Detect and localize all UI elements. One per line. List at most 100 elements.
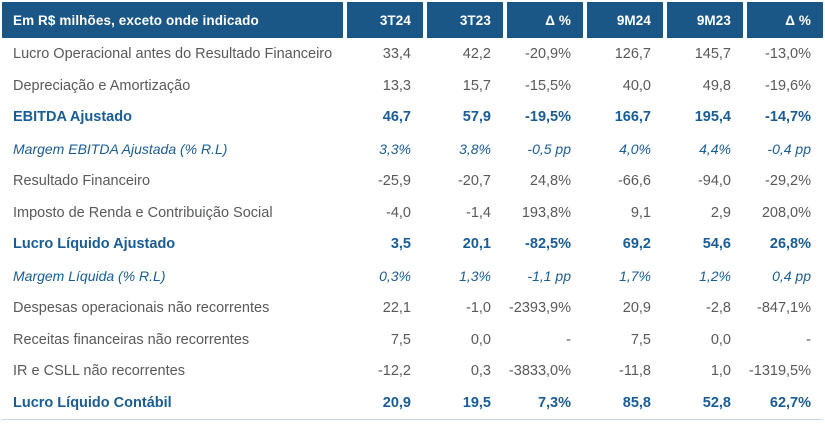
cell-value: - [806, 331, 811, 348]
cell-value: 208,0% [761, 204, 811, 221]
column-header-delta-quarter: Δ % [507, 2, 583, 38]
cell-value: -2,8 [706, 299, 731, 316]
cell-value: 13,3 [382, 77, 411, 94]
cell-value: 0,3% [379, 268, 411, 285]
column-header-9m24: 9M24 [587, 2, 663, 38]
table-row: Lucro Operacional antes do Resultado Fin… [2, 38, 823, 70]
cell-value: -66,6 [617, 172, 651, 189]
cell-value: 4,0% [619, 141, 651, 158]
cell-value: 0,0 [710, 331, 731, 348]
table-row: Despesas operacionais não recorrentes 22,… [2, 292, 823, 324]
cell-value: 85,8 [622, 395, 651, 412]
cell-value: 49,8 [702, 77, 731, 94]
row-label: Despesas operacionais não recorrentes [13, 299, 270, 316]
column-header-3t24: 3T24 [347, 2, 423, 38]
row-label: EBITDA Ajustado [13, 109, 132, 126]
cell-value: -19,5% [525, 109, 571, 126]
table-row: Lucro Líquido Ajustado 3,5 20,1 -82,5% 69,2 5… [2, 229, 823, 261]
cell-value: 20,9 [382, 395, 411, 412]
cell-value: 52,8 [702, 395, 731, 412]
cell-value: -1,0 [466, 299, 491, 316]
cell-value: -2393,9% [508, 299, 571, 316]
cell-value: 1,3% [459, 268, 491, 285]
cell-value: 0,0 [470, 331, 491, 348]
cell-value: 2,9 [710, 204, 731, 221]
cell-value: -1319,5% [748, 363, 811, 380]
row-label: Depreciação e Amortização [13, 77, 191, 94]
cell-value: -4,0 [386, 204, 411, 221]
table-row: EBITDA Ajustado 46,7 57,9 -19,5% 166,7 195,4 -… [2, 102, 823, 134]
table-body: Lucro Operacional antes do Resultado Fin… [2, 38, 823, 419]
cell-value: 0,4 pp [772, 268, 811, 285]
cell-value: 40,0 [622, 77, 651, 94]
cell-value: 4,4% [699, 141, 731, 158]
cell-value: 22,1 [382, 299, 411, 316]
cell-value: - [566, 331, 571, 348]
row-label: Lucro Líquido Ajustado [13, 236, 176, 253]
financial-results-table: Em R$ milhões, exceto onde indicado 3T24… [2, 2, 823, 420]
cell-value: 145,7 [694, 45, 731, 62]
row-label: Resultado Financeiro [13, 172, 151, 189]
cell-value: 42,2 [462, 45, 491, 62]
cell-value: 1,0 [710, 363, 731, 380]
table-row: Margem EBITDA Ajustada (% R.L) 3,3% 3,8% -0… [2, 133, 823, 165]
column-header-3t23: 3T23 [427, 2, 503, 38]
cell-value: 126,7 [614, 45, 651, 62]
table-bottom-rule [2, 419, 823, 420]
cell-value: -847,1% [756, 299, 811, 316]
table-row: Lucro Líquido Contábil 20,9 19,5 7,3% 85,8 52… [2, 387, 823, 419]
cell-value: -14,7% [765, 109, 811, 126]
cell-value: 1,2% [699, 268, 731, 285]
cell-value: 7,3% [537, 395, 571, 412]
cell-value: 3,8% [459, 141, 491, 158]
cell-value: 69,2 [622, 236, 651, 253]
cell-value: -13,0% [765, 45, 811, 62]
column-header-9m23: 9M23 [667, 2, 743, 38]
cell-value: 19,5 [462, 395, 491, 412]
cell-value: 1,7% [619, 268, 651, 285]
cell-value: -1,1 pp [527, 268, 571, 285]
cell-value: -25,9 [377, 172, 411, 189]
cell-value: 33,4 [382, 45, 411, 62]
cell-value: 3,5 [390, 236, 411, 253]
cell-value: -20,9% [525, 45, 571, 62]
table-row: Receitas financeiras não recorrentes 7,5 0… [2, 324, 823, 356]
cell-value: -3833,0% [508, 363, 571, 380]
cell-value: -82,5% [525, 236, 571, 253]
cell-value: -15,5% [525, 77, 571, 94]
cell-value: 20,1 [462, 236, 491, 253]
cell-value: -0,4 pp [767, 141, 811, 158]
cell-value: -29,2% [765, 172, 811, 189]
cell-value: 166,7 [614, 109, 651, 126]
table-row: IR e CSLL não recorrentes -12,2 0,3 -3833,0… [2, 356, 823, 388]
cell-value: -94,0 [697, 172, 731, 189]
cell-value: 195,4 [694, 109, 731, 126]
cell-value: 7,5 [630, 331, 651, 348]
row-label: Lucro Líquido Contábil [13, 395, 172, 412]
cell-value: 57,9 [462, 109, 491, 126]
cell-value: 20,9 [622, 299, 651, 316]
cell-value: -19,6% [765, 77, 811, 94]
cell-value: -1,4 [466, 204, 491, 221]
cell-value: 15,7 [462, 77, 491, 94]
cell-value: 7,5 [390, 331, 411, 348]
cell-value: 24,8% [529, 172, 571, 189]
unit-header-cell: Em R$ milhões, exceto onde indicado [2, 2, 343, 38]
table-row: Resultado Financeiro -25,9 -20,7 24,8% -66,6… [2, 165, 823, 197]
cell-value: 62,7% [769, 395, 811, 412]
cell-value: -20,7 [457, 172, 491, 189]
cell-value: 193,8% [521, 204, 571, 221]
row-label: Imposto de Renda e Contribuição Social [13, 204, 273, 221]
row-label: Lucro Operacional antes do Resultado Fin… [13, 45, 333, 62]
cell-value: 0,3 [470, 363, 491, 380]
cell-value: 54,6 [702, 236, 731, 253]
cell-value: -12,2 [377, 363, 411, 380]
column-header-delta-9m: Δ % [747, 2, 823, 38]
row-label: Margem Líquida (% R.L) [13, 268, 166, 285]
table-row: Margem Líquida (% R.L) 0,3% 1,3% -1,1 pp 1,7… [2, 260, 823, 292]
table-row: Depreciação e Amortização 13,3 15,7 -15,5% 4… [2, 70, 823, 102]
cell-value: -0,5 pp [527, 141, 571, 158]
cell-value: -11,8 [619, 363, 651, 380]
cell-value: 3,3% [379, 141, 411, 158]
row-label: Receitas financeiras não recorrentes [13, 331, 250, 348]
